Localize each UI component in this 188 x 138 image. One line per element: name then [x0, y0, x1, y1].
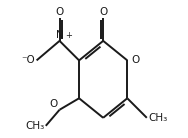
Text: N: N	[56, 30, 63, 40]
Text: O: O	[50, 99, 58, 109]
Text: O: O	[131, 55, 139, 65]
Text: +: +	[65, 31, 72, 40]
Text: ⁻O: ⁻O	[22, 55, 36, 65]
Text: CH₃: CH₃	[25, 121, 45, 131]
Text: CH₃: CH₃	[148, 113, 167, 123]
Text: O: O	[55, 7, 64, 17]
Text: O: O	[99, 7, 107, 17]
